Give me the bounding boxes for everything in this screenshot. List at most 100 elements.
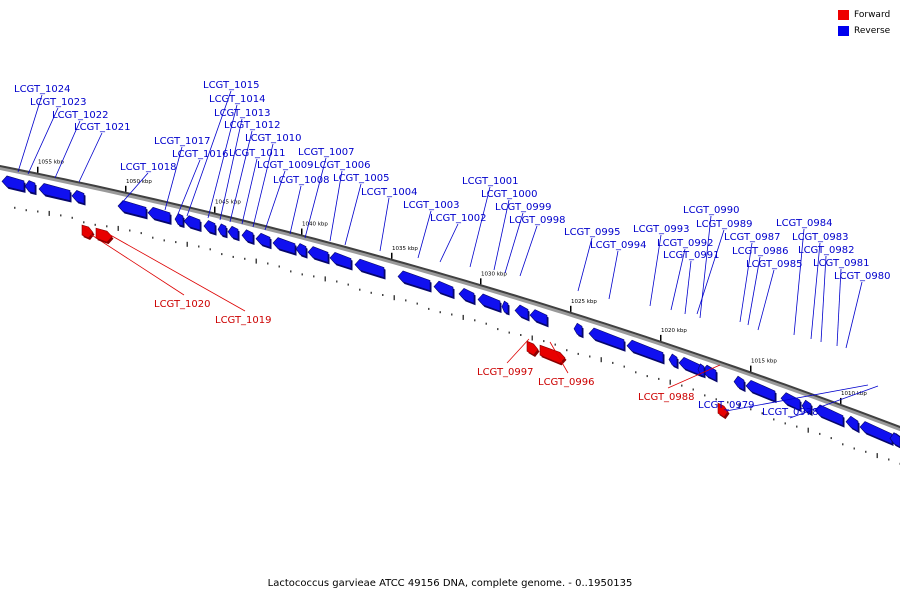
- gene-label: LCGT_1009: [257, 160, 314, 171]
- tick-mark: [463, 315, 465, 320]
- gene-label: LCGT_1014: [209, 94, 266, 105]
- tick-mark: [359, 289, 361, 291]
- gene-label: LCGT_0987: [724, 232, 781, 243]
- ruler-label: 1030 kbp: [481, 271, 507, 277]
- tick-mark: [497, 328, 499, 330]
- ruler-tick: [660, 335, 662, 341]
- tick-mark: [256, 259, 258, 264]
- gene-label: LCGT_0988: [638, 392, 695, 403]
- tick-mark: [578, 353, 580, 355]
- gene-label: LCGT_1010: [245, 133, 302, 144]
- tick-mark: [72, 217, 74, 219]
- tick-mark: [371, 292, 373, 294]
- gene-connector: [242, 159, 257, 224]
- gene-lcgt-1004: [398, 271, 430, 291]
- gene-lcgt-1015: [184, 216, 200, 230]
- tick-mark: [83, 221, 85, 223]
- gene-label: LCGT_0998: [509, 215, 566, 226]
- tick-mark: [164, 239, 166, 241]
- tick-mark: [865, 451, 867, 453]
- gene-label: LCGT_1007: [298, 147, 355, 158]
- tick-mark: [704, 394, 706, 396]
- tick-mark: [290, 270, 292, 272]
- tick-mark: [624, 366, 626, 368]
- tick-mark: [348, 284, 350, 286]
- tick-mark: [589, 356, 591, 358]
- tick-mark: [198, 246, 200, 248]
- tick-mark: [49, 211, 51, 216]
- gene-connector: [700, 216, 711, 318]
- ruler-label: 1045 kbp: [215, 200, 241, 206]
- gene-label: LCGT_0983: [792, 232, 849, 243]
- gene-label: LCGT_0997: [477, 367, 534, 378]
- gene-connector: [290, 186, 301, 234]
- tick-mark: [221, 253, 223, 255]
- tick-mark: [601, 357, 603, 362]
- gene-lcgt-1016: [175, 214, 183, 226]
- gene-connector: [520, 226, 537, 276]
- ruler-tick: [37, 167, 39, 173]
- gene-lcgt-1010: [256, 233, 270, 247]
- reverse-swatch: [838, 26, 849, 36]
- gene-connector: [79, 133, 102, 182]
- gene-lcgt-0992: [669, 354, 677, 367]
- tick-mark: [26, 209, 28, 211]
- gene-label: LCGT_0981: [813, 258, 870, 269]
- forward-swatch: [838, 10, 849, 20]
- ruler-tick: [301, 229, 303, 235]
- tick-mark: [106, 225, 108, 227]
- gene-lcgt-1005: [355, 259, 384, 277]
- tick-mark: [152, 237, 154, 239]
- gene-label: LCGT_1013: [214, 108, 271, 119]
- tick-mark: [486, 323, 488, 325]
- gene-label: LCGT_0994: [590, 240, 647, 251]
- gene-connector: [609, 251, 618, 299]
- gene-lcgt-1000: [502, 301, 508, 313]
- tick-mark: [681, 385, 683, 387]
- tick-mark: [141, 232, 143, 234]
- gene-connector: [685, 261, 691, 314]
- gene-label: LCGT_0984: [776, 218, 833, 229]
- gene-label: LCGT_1005: [333, 173, 390, 184]
- gene-label: LCGT_1016: [172, 149, 229, 160]
- tick-mark: [854, 448, 856, 450]
- legend-forward-label: Forward: [854, 10, 890, 20]
- tick-mark: [566, 349, 568, 351]
- gene-label: LCGT_0978: [762, 407, 819, 418]
- gene-label: LCGT_1003: [403, 200, 460, 211]
- gene-label: LCGT_0980: [834, 271, 891, 282]
- gene-label: LCGT_0993: [633, 224, 690, 235]
- ruler-label: 1010 kbp: [841, 391, 867, 397]
- ruler-label: 1020 kbp: [661, 328, 687, 334]
- gene-label: LCGT_0990: [683, 205, 740, 216]
- tick-mark: [302, 273, 304, 275]
- tick-mark: [95, 224, 97, 226]
- legend-reverse-label: Reverse: [854, 26, 890, 36]
- tick-mark: [417, 303, 419, 305]
- tick-mark: [118, 226, 120, 231]
- tick-mark: [543, 340, 545, 342]
- gene-label: LCGT_0986: [732, 246, 789, 257]
- ruler-label: 1040 kbp: [302, 222, 328, 228]
- gene-label: LCGT_0991: [663, 250, 720, 261]
- tick-mark: [532, 336, 534, 341]
- tick-mark: [842, 443, 844, 445]
- gene-label: LCGT_1004: [361, 187, 418, 198]
- ruler-tick: [840, 398, 842, 404]
- tick-mark: [796, 426, 798, 428]
- tick-mark: [14, 207, 16, 209]
- gene-label: LCGT_1019: [215, 315, 272, 326]
- gene-label: LCGT_1012: [224, 120, 281, 131]
- tick-mark: [244, 258, 246, 260]
- gene-connector: [440, 224, 458, 262]
- gene-label: LCGT_0979: [698, 400, 755, 411]
- genome-caption: Lactococcus garvieae ATCC 49156 DNA, com…: [0, 578, 900, 589]
- gene-label: LCGT_0996: [538, 377, 595, 388]
- tick-mark: [405, 299, 407, 301]
- gene-label: LCGT_1021: [74, 122, 131, 133]
- gene-label: LCGT_1002: [430, 213, 487, 224]
- gene-label: LCGT_1015: [203, 80, 260, 91]
- gene-label: LCGT_1020: [154, 299, 211, 310]
- tick-mark: [808, 428, 810, 433]
